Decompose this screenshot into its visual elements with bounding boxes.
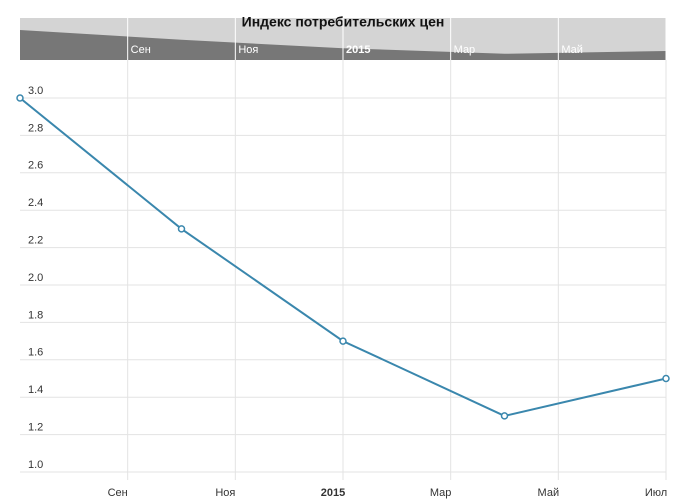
point[interactable] <box>177 225 186 233</box>
x-tick-label: Май <box>538 487 560 499</box>
x-tick-label: Ноя <box>215 487 235 499</box>
x-tick-label: Июл <box>645 487 667 499</box>
y-tick-label: 2.8 <box>28 122 43 134</box>
point[interactable] <box>662 374 670 383</box>
y-tick-label: 2.4 <box>28 197 43 209</box>
y-tick-label: 1.8 <box>28 309 43 321</box>
x-tick-label: Сен <box>108 487 128 499</box>
y-tick-label: 3.0 <box>28 85 43 97</box>
y-tick-label: 1.2 <box>28 422 43 434</box>
y-tick-label: 2.2 <box>28 235 43 247</box>
point[interactable] <box>500 412 509 420</box>
navigator-label: Мар <box>454 44 476 56</box>
navigator-label: Июл <box>669 44 686 56</box>
navigator-area <box>20 30 666 60</box>
navigator-label: 2015 <box>346 44 370 56</box>
x-tick-label: 2015 <box>321 487 345 499</box>
y-tick-label: 1.6 <box>28 347 43 359</box>
y-tick-label: 1.4 <box>28 384 43 396</box>
y-tick-label: 2.0 <box>28 272 43 284</box>
y-tick-label: 2.6 <box>28 160 43 172</box>
point[interactable] <box>339 337 347 345</box>
x-tick-label: Мар <box>430 487 452 499</box>
navigator-label: Май <box>561 44 583 56</box>
point[interactable] <box>16 94 24 102</box>
navigator-label: Ноя <box>238 44 258 56</box>
navigator-label: Сен <box>131 44 151 56</box>
y-tick-label: 1.0 <box>28 459 43 471</box>
